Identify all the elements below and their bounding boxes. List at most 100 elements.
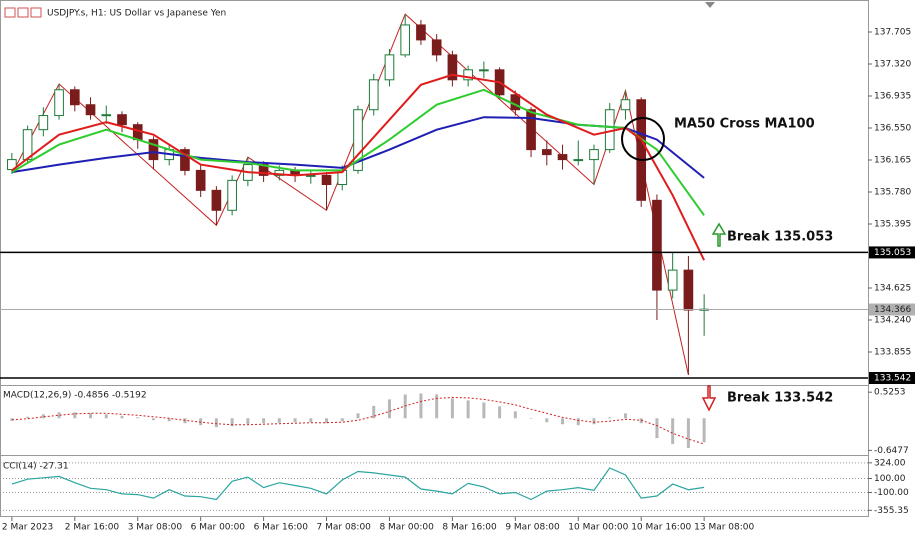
macd-bar [277, 418, 281, 423]
x-tick-label: 6 Mar 16:00 [254, 523, 309, 533]
cci-title: CCI(14) -27.31 [3, 462, 69, 472]
x-tick-label: 6 Mar 00:00 [191, 523, 246, 533]
level-label: 135.053 [874, 248, 911, 258]
candle-body [69, 89, 80, 106]
macd-bar [309, 418, 313, 423]
current-price-box [869, 303, 915, 316]
candle-body [38, 115, 49, 131]
level-label-box [869, 246, 915, 259]
down-arrow [701, 385, 717, 412]
macd-bar [293, 418, 297, 423]
macd-bar [246, 418, 250, 425]
candle-body [180, 149, 190, 171]
macd-bar [671, 418, 675, 445]
y-tick-label: 134.625 [874, 284, 911, 294]
y-tick-label: 136.165 [874, 156, 911, 166]
macd-bar [576, 418, 580, 426]
candle-body [101, 114, 112, 117]
candle-body [117, 114, 127, 126]
annotation: Break 133.542 [727, 391, 833, 406]
x-tick-label: 8 Mar 00:00 [379, 523, 434, 533]
icon [17, 7, 29, 18]
candle-body [321, 174, 332, 186]
macd-bar [262, 418, 266, 424]
moving-average [11, 73, 706, 261]
annotation: MA50 Cross MA100 [674, 117, 815, 132]
candle-body [195, 169, 206, 191]
x-tick-label: 10 Mar 16:00 [631, 523, 691, 533]
candle-body [274, 169, 285, 176]
x-tick-label: 7 Mar 08:00 [317, 523, 372, 533]
candle-body [652, 199, 662, 291]
x-tick-label: 9 Mar 08:00 [505, 523, 560, 533]
x-tick-label: 2 Mar 16:00 [65, 523, 120, 533]
y-tick-label: 137.320 [874, 60, 911, 70]
candle-body [463, 69, 473, 81]
candle-body [305, 174, 316, 177]
up-arrow [711, 222, 727, 247]
macd-bar [561, 418, 565, 425]
y-tick-label: 0.5253 [874, 388, 906, 398]
candle-body [85, 104, 96, 116]
macd-bar [482, 402, 486, 419]
macd-bar [608, 417, 612, 419]
candle-body [541, 149, 552, 156]
icon [30, 7, 42, 18]
x-tick-label: 8 Mar 16:00 [442, 523, 497, 533]
level-label-box [869, 372, 915, 385]
macd-bar [104, 414, 108, 419]
macd-bar [10, 418, 14, 421]
y-tick-label: 324.00 [874, 458, 906, 468]
candle-body [557, 154, 568, 161]
macd-bar [214, 418, 218, 428]
macd-bar [120, 415, 124, 419]
macd-bar [623, 413, 627, 419]
current-price-label: 134.366 [874, 305, 911, 315]
macd-bar [498, 406, 502, 419]
macd-bar [230, 418, 234, 427]
macd-bar [655, 418, 659, 439]
moving-average [11, 88, 705, 216]
y-tick-label: 136.550 [874, 124, 911, 134]
y-tick-label: 135.395 [874, 220, 911, 230]
candle-body [431, 39, 442, 56]
macd-bar [136, 417, 140, 419]
x-tick-label: 2 Mar 2023 [2, 523, 53, 533]
candle-body [526, 109, 536, 151]
macd-bar [325, 418, 329, 424]
candle-body [148, 139, 159, 161]
macd-bar [340, 418, 344, 422]
candle-body [604, 109, 615, 151]
candle-body [211, 189, 222, 211]
macd-title: MACD(12,26,9) -0.4856 -0.5192 [3, 391, 147, 401]
toolbar-icons [4, 7, 42, 18]
macd-bar [702, 418, 706, 443]
cci-line [11, 467, 705, 501]
level-label: 133.542 [874, 374, 911, 384]
macd-bar [57, 412, 61, 419]
x-tick-label: 3 Mar 08:00 [128, 523, 183, 533]
candle-body [447, 54, 458, 81]
macd-bar [73, 412, 77, 419]
y-tick-label: -355.35 [874, 506, 909, 516]
macd-bar [545, 418, 549, 423]
cross-circle [621, 117, 665, 161]
macd-bar [592, 418, 596, 425]
annotation: Break 135.053 [727, 230, 833, 245]
candle-body [479, 69, 489, 72]
candle-body [416, 24, 426, 41]
macd-bar [419, 393, 423, 419]
y-tick-label: -100.00 [874, 488, 909, 498]
y-tick-label: 137.705 [874, 28, 911, 38]
candle-body [683, 269, 694, 311]
candle-body [368, 79, 379, 111]
macd-bar [529, 418, 533, 419]
macd-bar [356, 413, 360, 419]
macd-bar [372, 405, 376, 419]
macd-bar [167, 418, 171, 422]
macd-bar [466, 400, 470, 419]
candle-body [636, 99, 647, 201]
y-tick-label: 136.935 [874, 92, 911, 102]
